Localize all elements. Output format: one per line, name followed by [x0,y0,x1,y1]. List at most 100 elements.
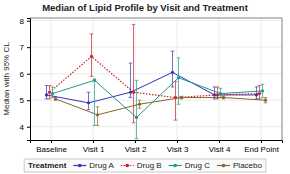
legend-item: Placebo [217,161,262,170]
error-bar [132,25,136,123]
point [222,96,225,99]
error-bar [255,87,259,99]
error-bar [174,82,178,120]
y-grid-line [30,20,282,21]
frame-line [30,18,282,19]
error-bar [51,87,55,98]
x-tick: End Point [244,140,279,154]
legend-item: Drug A [73,161,114,170]
legend-label: Placebo [233,161,262,170]
error-bar [180,96,184,99]
y-axis-line [27,19,31,141]
chart: Median of Lipid Profile by Visit and Tre… [0,0,290,174]
error-bar [261,84,265,97]
x-tick-label: End Point [244,145,279,154]
series [45,51,259,109]
x-grid-line [51,18,52,140]
x-tick-mark [93,140,94,143]
x-tick-mark [261,140,262,143]
error-bar [93,79,97,125]
point [171,71,174,74]
point [132,91,135,94]
point [261,89,264,92]
series-line [47,72,257,103]
point [177,76,180,79]
series-line [50,56,260,97]
point [96,113,99,116]
x-tick: Visit 3 [167,140,189,154]
legend-label: Drug C [185,161,211,170]
x-tick: Visit 1 [83,140,105,154]
point [138,103,141,106]
error-bar [45,86,49,99]
point [216,93,219,96]
error-bar [90,34,94,76]
point [258,92,261,95]
x-tick-mark [51,140,52,143]
legend-marker [222,164,226,168]
y-grid-line [30,100,282,101]
x-grid-line [261,18,262,140]
grid [30,18,282,140]
legend-item: Drug B [121,161,162,170]
y-tick-mark [27,74,30,75]
error-bar [222,96,226,99]
error-bar [264,98,268,103]
error-bar [138,100,142,108]
plot: 45678BaselineVisit 1Visit 2Visit 3Visit … [20,17,283,154]
legend-frame [24,159,266,172]
x-tick: Baseline [36,140,67,154]
x-axis-line [31,141,283,144]
y-tick-label: 4 [20,123,25,132]
point [48,91,51,94]
legend-label: Drug B [137,161,162,170]
y-tick-mark [27,21,30,22]
x-grid-line [135,18,136,140]
y-tick: 6 [20,70,30,79]
point [51,92,54,95]
y-grid-line [30,73,282,74]
y-tick-label: 7 [20,43,25,52]
marks [45,25,268,139]
y-tick-mark [27,47,30,48]
legend-marker [173,164,177,168]
point [45,93,48,96]
point [90,55,93,58]
x-grid-line [219,18,220,140]
x-tick: Visit 4 [209,140,231,154]
y-grid-line [30,47,282,48]
x-tick-mark [135,140,136,143]
error-bar [135,80,139,138]
x-tick-label: Visit 4 [209,145,231,154]
legend-item: Drug C [169,161,211,170]
point [87,101,90,104]
legend-marker [78,164,82,168]
point [219,92,222,95]
y-tick: 8 [20,17,30,26]
x-tick-label: Baseline [36,145,67,154]
point [180,96,183,99]
y-tick-mark [27,100,30,101]
y-tick: 4 [20,123,30,132]
x-axis: BaselineVisit 1Visit 2Visit 3Visit 4End … [31,140,283,154]
point [264,99,267,102]
legend-label: Drug A [89,161,114,170]
y-axis-title: Median with 95% CL [2,42,11,116]
frame-line [282,18,283,140]
y-axis: 4 5 6 7 8 [20,17,31,141]
error-bar [87,92,91,109]
y-tick-label: 5 [20,96,25,105]
series [54,96,268,125]
error-bar [258,86,262,99]
error-bar [177,58,181,104]
x-tick-mark [219,140,220,143]
point [135,116,138,119]
y-tick-label: 6 [20,70,25,79]
series-line [56,98,266,115]
y-tick-label: 8 [20,17,25,26]
legend-marker [125,164,129,168]
error-bar [54,98,58,101]
legend-title: Treatment [28,161,67,170]
y-tick: 5 [20,96,30,105]
error-bar [96,107,100,126]
